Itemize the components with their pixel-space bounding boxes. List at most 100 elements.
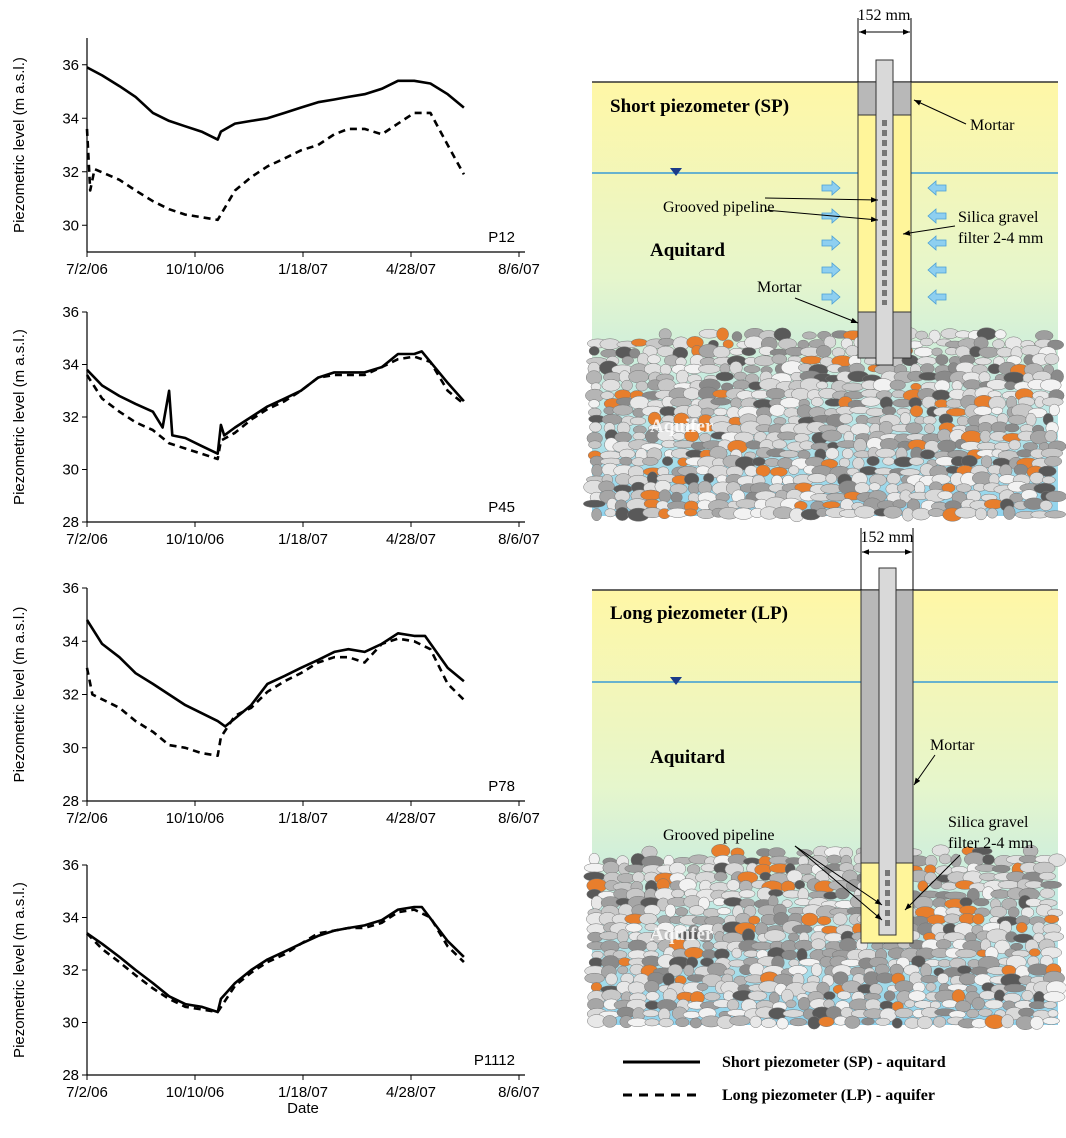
pebble xyxy=(617,965,629,975)
pebble xyxy=(726,1009,748,1017)
pebble xyxy=(604,508,617,518)
pebble xyxy=(891,1017,903,1029)
pebble xyxy=(1043,991,1066,1003)
pebble xyxy=(726,998,740,1011)
pebble xyxy=(832,971,849,985)
pebble xyxy=(659,363,672,376)
pebble xyxy=(991,864,1011,873)
pebble xyxy=(1045,490,1066,503)
pebble xyxy=(776,1017,789,1030)
pebble xyxy=(854,505,876,519)
series-line xyxy=(86,905,465,1014)
pebble xyxy=(920,337,934,347)
pebble xyxy=(930,880,943,890)
pebble xyxy=(844,1015,861,1029)
pebble xyxy=(908,456,925,466)
panel-label: P12 xyxy=(488,229,515,246)
pebble xyxy=(616,929,629,944)
pebble xyxy=(954,506,978,519)
pebble xyxy=(589,421,602,433)
pebble xyxy=(749,1015,762,1028)
pebble xyxy=(1038,871,1056,881)
pebble xyxy=(924,423,935,434)
pebble xyxy=(713,407,728,417)
series-line xyxy=(86,66,465,141)
series-line xyxy=(85,637,465,757)
flow-arrows xyxy=(821,180,947,305)
pebble xyxy=(979,430,992,443)
pebble xyxy=(1007,906,1020,918)
x-tick-label: 10/10/06 xyxy=(166,1084,224,1101)
pebble xyxy=(696,982,709,991)
y-axis-label: Piezometric level (m a.s.l.) xyxy=(11,57,28,233)
label: Aquifer xyxy=(650,924,714,945)
pebble xyxy=(765,388,787,400)
pebble xyxy=(797,996,811,1011)
y-axis-label: Piezometric level (m a.s.l.) xyxy=(11,882,28,1058)
pebble xyxy=(933,1016,947,1028)
x-tick-label: 10/10/06 xyxy=(166,261,224,278)
flow-arrow xyxy=(821,289,841,305)
pebble xyxy=(1025,412,1037,427)
y-tick-label: 34 xyxy=(62,357,79,374)
y-tick-label: 30 xyxy=(62,462,79,479)
pebble xyxy=(627,981,646,995)
x-tick-label: 1/18/07 xyxy=(278,261,328,278)
label: filter 2-4 mm xyxy=(958,230,1044,247)
pebble xyxy=(658,489,672,503)
pebble xyxy=(1044,914,1060,924)
pebble xyxy=(753,355,776,367)
series-line xyxy=(85,355,465,461)
pebble xyxy=(731,947,743,959)
pebble xyxy=(916,1016,933,1030)
pebble xyxy=(881,406,897,416)
charts: 30 32 34 36 7/2/06 10/10/06 1/18/07 4/28/07 8/6/… xyxy=(11,38,540,1117)
pebble xyxy=(889,379,906,391)
pebble xyxy=(821,429,842,442)
pebble xyxy=(645,991,660,1002)
pebble xyxy=(936,973,950,985)
pebble xyxy=(917,880,929,892)
y-tick-label: 30 xyxy=(62,740,79,757)
pebble xyxy=(1008,439,1021,451)
pebble xyxy=(905,422,923,434)
label: Aquitard xyxy=(650,747,725,768)
pebble xyxy=(815,345,832,358)
x-tick-label: 4/28/07 xyxy=(386,810,436,827)
pebble xyxy=(883,506,903,519)
flow-arrow xyxy=(927,262,947,278)
pebble xyxy=(991,406,1004,415)
pebble xyxy=(904,999,916,1008)
pebble xyxy=(629,416,647,426)
pebble xyxy=(591,508,602,522)
pebble xyxy=(1028,948,1041,957)
pebble xyxy=(802,331,817,340)
pebble xyxy=(825,447,840,460)
pebble xyxy=(1016,922,1028,933)
pebble xyxy=(1047,1009,1059,1018)
pebble xyxy=(1001,1014,1014,1029)
pebble xyxy=(1044,353,1060,365)
y-tick-label: 36 xyxy=(62,304,79,321)
pebble xyxy=(642,456,659,466)
pebble xyxy=(713,871,728,882)
pebble xyxy=(938,853,952,865)
x-tick-label: 1/18/07 xyxy=(278,810,328,827)
pebble xyxy=(1003,505,1016,520)
pebble xyxy=(583,499,606,508)
pebble xyxy=(744,335,764,350)
flow-arrow xyxy=(927,180,947,196)
pebble xyxy=(913,346,934,358)
series-line xyxy=(86,350,465,455)
pebble xyxy=(738,889,756,899)
pebble xyxy=(601,379,621,392)
label: Mortar xyxy=(930,737,975,754)
pebble xyxy=(1039,888,1056,899)
pebble xyxy=(811,397,824,407)
pebble xyxy=(729,1015,751,1026)
y-tick-label: 30 xyxy=(62,217,79,234)
x-tick-label: 7/2/06 xyxy=(66,810,108,827)
pebble xyxy=(752,457,766,467)
pebble xyxy=(989,906,1007,918)
panel-label: P45 xyxy=(488,499,515,516)
